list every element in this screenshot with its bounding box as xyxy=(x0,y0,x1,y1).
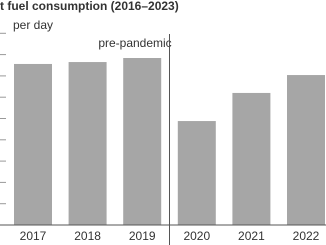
x-tick-label: 2019 xyxy=(129,229,156,243)
x-tick-label: 2022 xyxy=(293,229,320,243)
bar xyxy=(14,63,52,225)
chart-subtitle: per day xyxy=(13,18,53,32)
x-tick-label: 2020 xyxy=(183,229,210,243)
chart-title: t fuel consumption (2016–2023) xyxy=(0,0,179,13)
bar xyxy=(68,62,107,226)
x-tick-label: 2018 xyxy=(74,229,101,243)
bar xyxy=(177,121,216,225)
bar xyxy=(123,58,162,226)
bar xyxy=(232,92,271,225)
x-tick-label: 2017 xyxy=(20,229,47,243)
annotation: pre-pandemic xyxy=(98,36,171,50)
x-tick-label: 2021 xyxy=(238,229,265,243)
bar xyxy=(287,75,325,225)
